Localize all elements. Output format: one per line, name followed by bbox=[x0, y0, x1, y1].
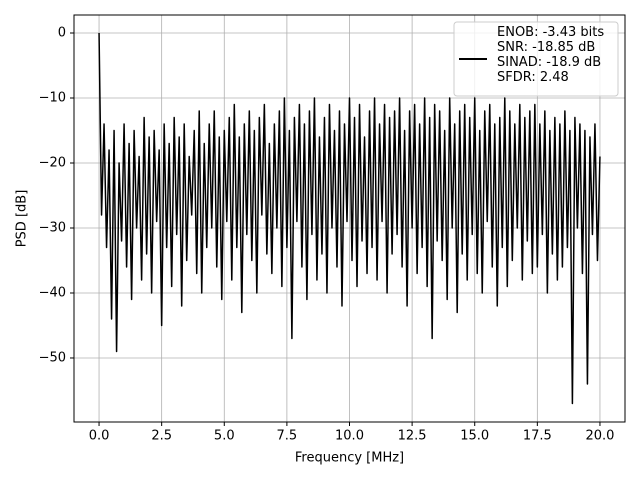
x-axis-label: Frequency [MHz] bbox=[295, 451, 404, 466]
x-tick-label: 15.0 bbox=[460, 429, 489, 444]
y-axis-label: PSD [dB] bbox=[15, 190, 30, 248]
legend-box bbox=[453, 21, 619, 97]
y-tick-label: −30 bbox=[39, 220, 66, 235]
y-tick-label: −50 bbox=[39, 350, 66, 365]
x-tick-label: 2.5 bbox=[151, 429, 172, 444]
y-tick-label: −10 bbox=[39, 90, 66, 105]
y-tick-label: 0 bbox=[58, 26, 66, 41]
x-tick-label: 17.5 bbox=[523, 429, 552, 444]
x-tick-label: 12.5 bbox=[398, 429, 427, 444]
legend-label-box: ENOB: -3.43 bits SNR: -18.85 dB SINAD: -… bbox=[497, 25, 605, 85]
legend: ENOB: -3.43 bits SNR: -18.85 dB SINAD: -… bbox=[453, 21, 619, 97]
x-tick-label: 5.0 bbox=[214, 429, 235, 444]
x-tick-label: 0.0 bbox=[89, 429, 110, 444]
x-tick-label: 10.0 bbox=[335, 429, 364, 444]
y-tick-label: −20 bbox=[39, 155, 66, 170]
x-tick-label: 7.5 bbox=[277, 429, 298, 444]
legend-label: ENOB: -3.43 bits SNR: -18.85 dB SINAD: -… bbox=[497, 25, 605, 85]
y-tick-label: −40 bbox=[39, 285, 66, 300]
x-tick-label: 20.0 bbox=[585, 429, 614, 444]
psd-line bbox=[98, 32, 601, 405]
